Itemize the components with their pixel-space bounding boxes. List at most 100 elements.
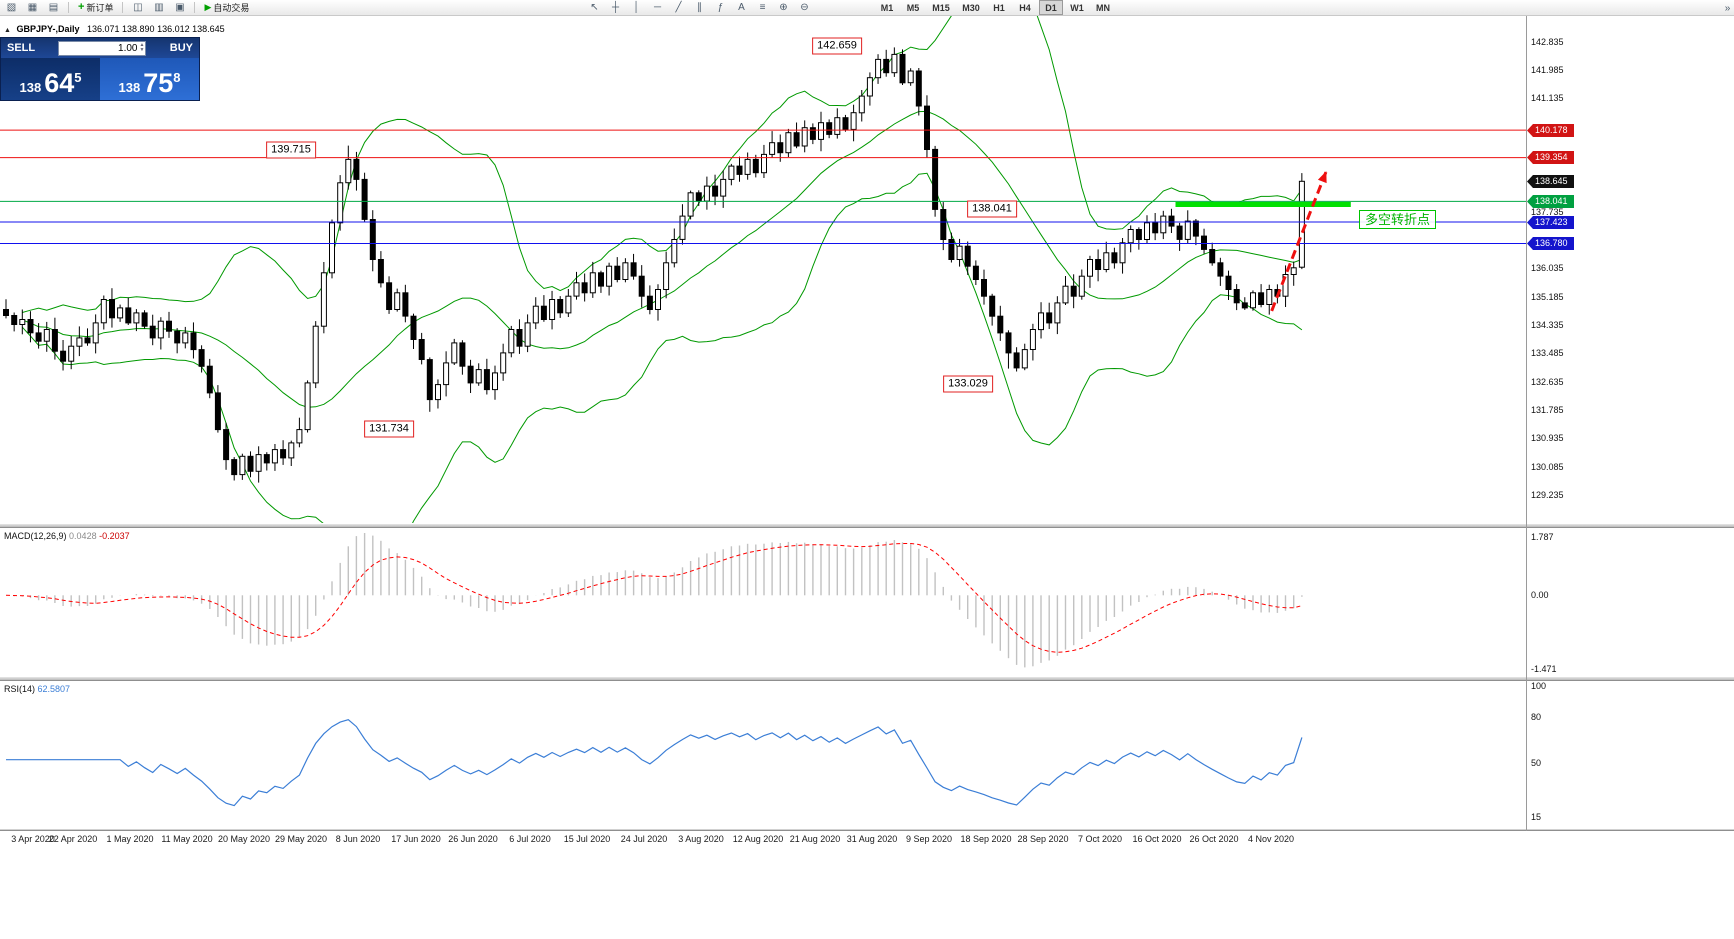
collapse-icon[interactable]: ▲ bbox=[4, 27, 11, 34]
zoom-out-icon[interactable]: ⊖ bbox=[795, 0, 814, 15]
pane-divider[interactable] bbox=[0, 828, 1734, 831]
chart-list-icon[interactable]: ▦ bbox=[23, 0, 42, 15]
price-axis-label: 136.035 bbox=[1531, 263, 1564, 273]
buy-button[interactable]: BUY bbox=[169, 42, 193, 54]
timeframe-button-mn[interactable]: MN bbox=[1096, 2, 1110, 13]
profiles-icon[interactable]: ▤ bbox=[44, 0, 63, 15]
price-axis-badge: 136.780 bbox=[1527, 237, 1574, 250]
timeframe-button-m15[interactable]: M15 bbox=[932, 2, 950, 13]
candles bbox=[3, 47, 1305, 483]
bollinger-upper bbox=[22, 16, 1303, 313]
trendline-icon: ╱ bbox=[675, 1, 682, 13]
channel-icon[interactable]: ∥ bbox=[690, 0, 709, 15]
date-axis-label: 15 Jul 2020 bbox=[563, 834, 611, 844]
pane-divider[interactable] bbox=[0, 676, 1734, 681]
zoom-in-icon: ⊕ bbox=[779, 1, 788, 13]
terminal-icon[interactable]: ▣ bbox=[170, 0, 189, 15]
horizontal-line-icon: ─ bbox=[653, 1, 662, 13]
new-chart-icon[interactable]: ▧ bbox=[2, 0, 21, 15]
trendline-icon[interactable]: ╱ bbox=[669, 0, 688, 15]
macd-histogram bbox=[13, 533, 1303, 668]
price-annotation[interactable]: 139.715 bbox=[266, 141, 316, 159]
price-axis-label: 129.235 bbox=[1531, 490, 1564, 500]
crosshair-icon[interactable]: ┼ bbox=[606, 0, 625, 15]
timeframe-button-m30[interactable]: M30 bbox=[962, 2, 980, 13]
horizontal-line-icon[interactable]: ─ bbox=[648, 0, 667, 15]
toolbar: ▧ ▦ ▤ + 新订单 ◫ ▥ ▣ ▶ 自动交易 ↖ ┼ │ ─ ╱ ∥ ƒ A ≡ ⊕ ⊖ M1 M5 M15 M30 H1… bbox=[0, 0, 1734, 16]
sell-button[interactable]: SELL bbox=[7, 42, 36, 54]
rsi-axis-label: 15 bbox=[1531, 812, 1542, 822]
ask-price-button[interactable]: 138 75 8 bbox=[100, 58, 199, 100]
price-annotation[interactable]: 133.029 bbox=[943, 375, 993, 393]
main-chart-pane: ▲ GBPJPY-,Daily 136.071 138.890 136.012 … bbox=[0, 16, 1734, 523]
fibonacci-icon[interactable]: ƒ bbox=[711, 0, 730, 15]
toolbar-drawing-tools-group: ↖ ┼ │ ─ ╱ ∥ ƒ A ≡ ⊕ ⊖ bbox=[585, 0, 814, 15]
tile-windows-icon: ▥ bbox=[154, 1, 164, 13]
annotations-layer: 142.659 139.715 138.041 133.029 131.734 多空转折点 bbox=[0, 16, 1734, 523]
rsi-axis-label: 50 bbox=[1531, 758, 1542, 768]
channel-icon: ∥ bbox=[697, 1, 702, 13]
turning-point-label[interactable]: 多空转折点 bbox=[1359, 210, 1437, 229]
pane-divider[interactable] bbox=[0, 523, 1734, 528]
macd-signal-line bbox=[5, 543, 1303, 653]
tile-windows-icon[interactable]: ▥ bbox=[149, 0, 168, 15]
toolbar-overflow-button[interactable]: » bbox=[1724, 3, 1731, 14]
volume-down-button[interactable]: ▼ bbox=[139, 47, 145, 53]
date-axis-label: 28 Sep 2020 bbox=[1017, 834, 1069, 844]
date-axis-label: 1 May 2020 bbox=[106, 834, 154, 844]
volume-input[interactable]: 1.00 ▲ ▼ bbox=[58, 40, 147, 56]
new-order-button[interactable]: + 新订单 bbox=[74, 0, 117, 15]
macd-signal-value: -0.2037 bbox=[99, 531, 130, 541]
bollinger-lower bbox=[21, 172, 1303, 523]
timeframe-button-m5[interactable]: M5 bbox=[906, 2, 920, 13]
timeframe-button-h1[interactable]: H1 bbox=[993, 2, 1005, 13]
date-axis-label: 12 Aug 2020 bbox=[732, 834, 784, 844]
volume-value: 1.00 bbox=[118, 42, 138, 54]
macd-canvas[interactable] bbox=[0, 528, 1526, 676]
autotrading-button[interactable]: ▶ 自动交易 bbox=[200, 0, 253, 15]
cursor-icon[interactable]: ↖ bbox=[585, 0, 604, 15]
new-order-label: 新订单 bbox=[86, 3, 114, 13]
price-axis-label: 133.485 bbox=[1531, 348, 1564, 358]
timeframe-button-m1[interactable]: M1 bbox=[880, 2, 894, 13]
macd-label: MACD(12,26,9) 0.0428 -0.2037 bbox=[4, 531, 130, 541]
price-annotation[interactable]: 142.659 bbox=[812, 37, 862, 55]
date-axis[interactable]: 3 Apr 2020 22 Apr 2020 1 May 2020 11 May 20… bbox=[0, 831, 1734, 848]
date-axis-label: 31 Aug 2020 bbox=[846, 834, 898, 844]
price-axis-badge: 138.041 bbox=[1527, 195, 1574, 208]
cascade-windows-icon[interactable]: ◫ bbox=[128, 0, 147, 15]
price-axis-label: 130.085 bbox=[1531, 462, 1564, 472]
price-annotation[interactable]: 131.734 bbox=[364, 420, 414, 438]
date-axis-label: 26 Jun 2020 bbox=[448, 834, 498, 844]
price-axis-label: 130.935 bbox=[1531, 433, 1564, 443]
timeframe-button-d1[interactable]: D1 bbox=[1039, 0, 1063, 15]
vertical-line-icon[interactable]: │ bbox=[627, 0, 646, 15]
price-axis-label: 141.985 bbox=[1531, 65, 1564, 75]
bid-price-button[interactable]: 138 64 5 bbox=[1, 58, 100, 100]
rsi-canvas[interactable] bbox=[0, 681, 1526, 828]
price-axis-label: 134.335 bbox=[1531, 320, 1564, 330]
rsi-value: 62.5807 bbox=[37, 684, 71, 694]
text-icon[interactable]: A bbox=[732, 0, 751, 15]
timeframe-button-w1[interactable]: W1 bbox=[1070, 2, 1084, 13]
price-axis-label: 135.185 bbox=[1531, 292, 1564, 302]
volume-up-button[interactable]: ▲ bbox=[139, 42, 145, 48]
axis-separator bbox=[1526, 16, 1527, 831]
bullish-arrow[interactable] bbox=[1270, 170, 1328, 312]
bid-pips: 64 bbox=[44, 68, 75, 98]
price-axis-badge: 139.354 bbox=[1527, 151, 1574, 164]
zoom-in-icon[interactable]: ⊕ bbox=[774, 0, 793, 15]
price-axis-label: 131.785 bbox=[1531, 405, 1564, 415]
date-axis-label: 6 Jul 2020 bbox=[509, 834, 551, 844]
price-axis-label: 142.835 bbox=[1531, 37, 1564, 47]
text-icon: A bbox=[738, 1, 745, 13]
price-annotation[interactable]: 138.041 bbox=[967, 200, 1017, 218]
zoom-out-icon: ⊖ bbox=[800, 1, 809, 13]
main-chart-canvas[interactable] bbox=[0, 16, 1526, 523]
timeframe-button-h4[interactable]: H4 bbox=[1019, 2, 1031, 13]
vertical-line-icon: │ bbox=[633, 1, 640, 13]
price-axis-badge: 138.645 bbox=[1527, 175, 1574, 188]
indicators-icon[interactable]: ≡ bbox=[753, 0, 772, 15]
bollinger-middle bbox=[22, 110, 1303, 408]
